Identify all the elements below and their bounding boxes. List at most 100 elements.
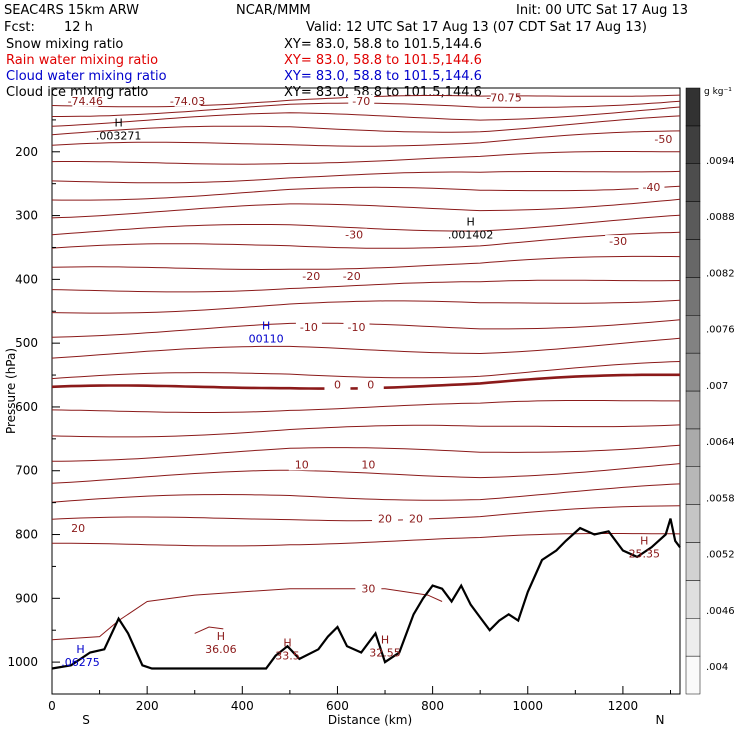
isotherm-label-bg (605, 235, 632, 248)
chart-header: SEAC4RS 15km ARW NCAR/MMM Init: 00 UTC S… (4, 3, 688, 100)
colorbar-step (685, 315, 701, 354)
isotherm-label: -74.03 (170, 95, 205, 108)
colorbar-tick-label: .007 (706, 381, 728, 392)
isotherm-label-bg (402, 512, 429, 525)
colorbar-tick-label: .004 (706, 662, 728, 673)
fcst-label: Fcst: (4, 20, 35, 35)
isotherm-label: 0 (334, 379, 341, 392)
isotherm-label-bg (490, 91, 517, 104)
x-tick-label: 600 (326, 699, 349, 713)
isotherm-line (51, 106, 681, 127)
field-name: Cloud water mixing ratio (6, 69, 167, 84)
colorbar-step (685, 125, 701, 164)
isotherm-label: 10 (295, 458, 309, 471)
colorbar-tick-label: .0076 (706, 325, 735, 336)
colorbar-step (685, 466, 701, 505)
x-tick-label: 400 (231, 699, 254, 713)
colorbar-step (685, 277, 701, 316)
field-xy: XY= 83.0, 58.8 to 101.5,144.6 (284, 53, 482, 68)
colorbar-step (685, 390, 701, 430)
isotherm-line (51, 424, 681, 438)
extrema-markers: H.003271H.001402H00110H.06275H36.06H33.5… (61, 117, 660, 669)
isotherm-label-bg (341, 228, 368, 241)
extremum-letter: H (640, 534, 648, 547)
colorbar-step (685, 201, 701, 240)
org-label: NCAR/MMM (236, 3, 311, 18)
extremum-value: 33.5 (275, 650, 300, 663)
y-tick-label: 1000 (7, 655, 38, 669)
y-tick-label: 900 (15, 591, 38, 605)
isotherm-label: -50 (654, 133, 672, 146)
y-tick-label: 200 (15, 145, 38, 159)
isotherm-line (51, 299, 681, 314)
colorbar-step (685, 163, 701, 202)
colorbar-tick-label: .0064 (706, 437, 735, 448)
extremum-letter: H (217, 630, 225, 643)
isotherm-label-bg (65, 522, 92, 535)
isotherm-line (51, 444, 681, 462)
isotherm-label: 30 (361, 583, 375, 596)
isotherm-line (51, 170, 681, 184)
end-label-north: N (656, 713, 665, 727)
isotherm-line (51, 214, 681, 236)
isotherm-label-bg (174, 94, 201, 107)
isotherm-label: 0 (367, 379, 374, 392)
isotherm-line (52, 533, 681, 547)
plot-frame (51, 87, 681, 695)
colorbar-tick-label: .0094 (706, 156, 735, 167)
colorbar: .004 .0046 .0052 .0058 .0064 .007 .0076 .0082 .0… (685, 87, 735, 695)
extremum-value: 36.06 (205, 643, 237, 656)
extremum-letter: H (283, 637, 291, 650)
isotherm-label-bg (372, 512, 399, 525)
isotherm-line (51, 463, 681, 484)
isotherm-label: -20 (343, 270, 361, 283)
y-tick-label: 700 (15, 464, 38, 478)
colorbar-step (685, 504, 701, 543)
isotherm-label-bg (357, 378, 384, 391)
isotherm-label: -20 (302, 270, 320, 283)
x-axis: 0 200 400 600 800 1000 1200 (48, 686, 671, 713)
extremum-value: 00110 (249, 333, 284, 346)
extremum-value: .06275 (61, 656, 100, 669)
isotherm-line (51, 198, 681, 219)
y-tick-label: 800 (15, 528, 38, 542)
isotherm-label-bg (72, 94, 99, 107)
field-xy: XY= 83.0, 58.8 to 101.5,144.6 (284, 69, 482, 84)
y-tick-label: 300 (15, 209, 38, 223)
field-name: Snow mixing ratio (6, 37, 123, 52)
isotherm-labels: -74.46 -74.03 -70 -70.75 -50 -40 -30 -30 -20 -20 -… (65, 91, 677, 596)
fcst-value: 12 h (64, 20, 93, 35)
isotherm-line (51, 130, 681, 147)
isotherm-label: 20 (71, 522, 85, 535)
x-axis-label: Distance (km) (328, 713, 412, 727)
extremum-value: .003271 (96, 130, 142, 143)
x-tick-label: 0 (48, 699, 56, 713)
isotherm-label: -74.46 (68, 95, 103, 108)
isotherm-line (51, 400, 680, 413)
mixing-ratio-contours (51, 588, 443, 641)
contour-35 (194, 626, 224, 634)
isotherm-label-bg (650, 133, 677, 146)
isotherm-line (51, 361, 681, 380)
isotherm-label: -10 (348, 321, 366, 334)
y-axis: 200 300 400 500 600 700 800 900 1000 (7, 87, 60, 695)
colorbar-step (685, 239, 701, 278)
colorbar-tick-label: .0052 (706, 550, 735, 561)
colorbar-tick-label: .0088 (706, 212, 735, 223)
isotherm-line (51, 255, 681, 271)
valid-time: Valid: 12 UTC Sat 17 Aug 13 (07 CDT Sat … (306, 20, 647, 35)
isotherm-line (51, 279, 681, 293)
x-tick-label: 800 (421, 699, 444, 713)
isotherm-label-bg (355, 582, 382, 595)
colorbar-step (685, 618, 701, 657)
colorbar-step (685, 352, 701, 392)
isotherm-label-bg (298, 270, 325, 283)
isotherm-label: 20 (409, 513, 423, 526)
isotherm-line (51, 337, 681, 359)
field-xy: XY= 83.0, 58.8 to 101.5,144.6 (284, 37, 482, 52)
field-name: Cloud ice mixing ratio (6, 85, 148, 100)
isotherm-label: -70.75 (486, 92, 521, 105)
colorbar-tick-label: .0046 (706, 606, 735, 617)
field-list: Snow mixing ratio XY= 83.0, 58.8 to 101.5… (6, 37, 482, 100)
